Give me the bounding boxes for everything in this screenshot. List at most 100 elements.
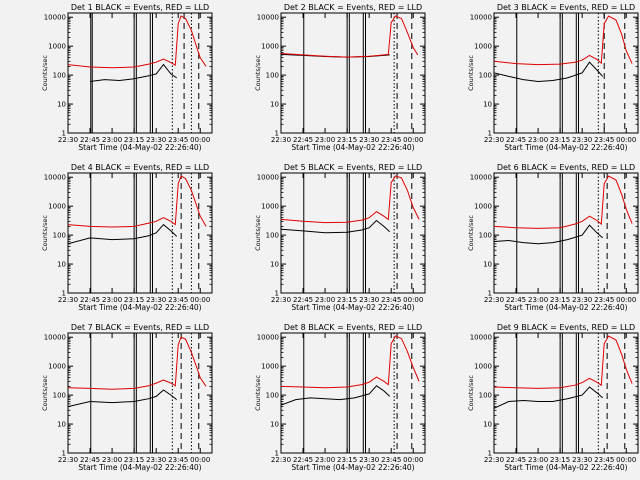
y-tick-label: 1000 <box>261 43 279 51</box>
y-tick-label: 100 <box>479 392 492 400</box>
lld-series-line <box>281 335 420 389</box>
x-tick-label: 23:00 <box>528 456 548 464</box>
y-tick-label: 10000 <box>44 14 66 22</box>
y-tick-label: 1 <box>275 130 279 138</box>
x-tick-label: 00:00 <box>190 136 210 144</box>
x-tick-label: 22:30 <box>58 136 78 144</box>
y-tick-label: 10000 <box>257 334 279 342</box>
y-tick-label: 10000 <box>257 14 279 22</box>
x-tick-label: 23:15 <box>124 296 144 304</box>
events-series-line <box>281 385 391 406</box>
panel-title: Det 4 BLACK = Events, RED = LLD <box>71 163 209 172</box>
lld-series-line <box>281 175 420 224</box>
y-tick-label: 10000 <box>470 14 492 22</box>
y-tick-label: 100 <box>53 232 66 240</box>
x-tick-label: 23:30 <box>572 136 592 144</box>
y-axis-label: Counts/sec <box>254 55 262 91</box>
panel-title: Det 3 BLACK = Events, RED = LLD <box>497 3 635 12</box>
x-tick-label: 22:45 <box>80 296 100 304</box>
x-tick-label: 00:00 <box>616 456 636 464</box>
y-tick-label: 1000 <box>474 203 492 211</box>
x-tick-label: 00:00 <box>403 136 423 144</box>
x-tick-label: 23:15 <box>337 296 357 304</box>
x-tick-label: 23:15 <box>337 136 357 144</box>
y-tick-label: 10 <box>483 101 492 109</box>
x-tick-label: 23:00 <box>315 136 335 144</box>
y-tick-label: 10 <box>57 261 66 269</box>
x-axis-label: Start Time (04-May-02 22:26:40) <box>78 463 201 472</box>
x-tick-label: 22:45 <box>293 136 313 144</box>
y-tick-label: 100 <box>266 72 279 80</box>
y-tick-label: 10000 <box>470 174 492 182</box>
lld-series-line <box>68 175 207 228</box>
y-tick-label: 1 <box>62 130 66 138</box>
x-tick-label: 22:45 <box>506 136 526 144</box>
y-tick-label: 10000 <box>44 174 66 182</box>
panel-title: Det 5 BLACK = Events, RED = LLD <box>284 163 422 172</box>
lld-series-line <box>494 335 633 389</box>
plot-frame <box>67 172 213 294</box>
plot-frame <box>493 172 639 294</box>
y-tick-label: 100 <box>479 232 492 240</box>
x-tick-label: 23:45 <box>168 456 188 464</box>
x-tick-label: 00:00 <box>190 456 210 464</box>
panel-det-5: Det 5 BLACK = Events, RED = LLD 1 10 100 100… <box>254 163 426 312</box>
y-tick-label: 100 <box>53 72 66 80</box>
x-tick-label: 23:15 <box>124 136 144 144</box>
x-tick-label: 00:00 <box>616 296 636 304</box>
x-tick-label: 23:30 <box>146 456 166 464</box>
panel-title: Det 8 BLACK = Events, RED = LLD <box>284 323 422 332</box>
y-tick-label: 100 <box>266 232 279 240</box>
x-tick-label: 23:00 <box>102 296 122 304</box>
y-tick-label: 100 <box>266 392 279 400</box>
x-tick-label: 00:00 <box>403 456 423 464</box>
x-tick-label: 23:15 <box>550 296 570 304</box>
x-tick-label: 22:30 <box>484 456 504 464</box>
y-tick-label: 10 <box>483 261 492 269</box>
x-axis-label: Start Time (04-May-02 22:26:40) <box>504 463 627 472</box>
y-tick-label: 1000 <box>261 203 279 211</box>
x-tick-label: 23:30 <box>146 296 166 304</box>
y-axis-label: Counts/sec <box>41 375 49 411</box>
y-tick-label: 1000 <box>48 203 66 211</box>
y-tick-label: 1 <box>488 450 492 458</box>
events-series-line <box>89 63 177 82</box>
events-series-line <box>68 389 178 408</box>
events-series-line <box>494 386 604 409</box>
y-tick-label: 1 <box>488 130 492 138</box>
x-tick-label: 23:30 <box>359 456 379 464</box>
y-tick-label: 10000 <box>257 174 279 182</box>
y-tick-label: 1000 <box>48 43 66 51</box>
y-tick-label: 10 <box>270 261 279 269</box>
lld-series-line <box>68 15 207 69</box>
events-series-line <box>68 223 178 245</box>
y-tick-label: 1 <box>62 450 66 458</box>
plot-frame <box>493 332 639 454</box>
x-tick-label: 22:30 <box>58 456 78 464</box>
x-tick-label: 22:30 <box>271 136 291 144</box>
panel-title: Det 6 BLACK = Events, RED = LLD <box>497 163 635 172</box>
x-tick-label: 22:45 <box>506 296 526 304</box>
lld-series-line <box>281 15 419 58</box>
x-tick-label: 23:15 <box>337 456 357 464</box>
panel-det-1: Det 1 BLACK = Events, RED = LLD 1 10 100 100… <box>41 3 213 152</box>
x-tick-label: 22:45 <box>80 136 100 144</box>
x-tick-label: 23:30 <box>572 456 592 464</box>
y-tick-label: 10 <box>270 101 279 109</box>
x-tick-label: 22:45 <box>506 456 526 464</box>
y-tick-label: 1000 <box>48 363 66 371</box>
x-tick-label: 22:30 <box>58 296 78 304</box>
y-axis-label: Counts/sec <box>254 375 262 411</box>
x-tick-label: 23:45 <box>381 456 401 464</box>
x-tick-label: 23:45 <box>594 136 614 144</box>
y-tick-label: 1 <box>62 290 66 298</box>
x-tick-label: 23:00 <box>315 296 335 304</box>
y-tick-label: 10 <box>57 101 66 109</box>
plot-frame <box>67 12 213 134</box>
x-tick-label: 23:45 <box>381 136 401 144</box>
x-tick-label: 00:00 <box>190 296 210 304</box>
x-tick-label: 23:30 <box>359 136 379 144</box>
x-tick-label: 23:00 <box>102 456 122 464</box>
y-tick-label: 100 <box>53 392 66 400</box>
